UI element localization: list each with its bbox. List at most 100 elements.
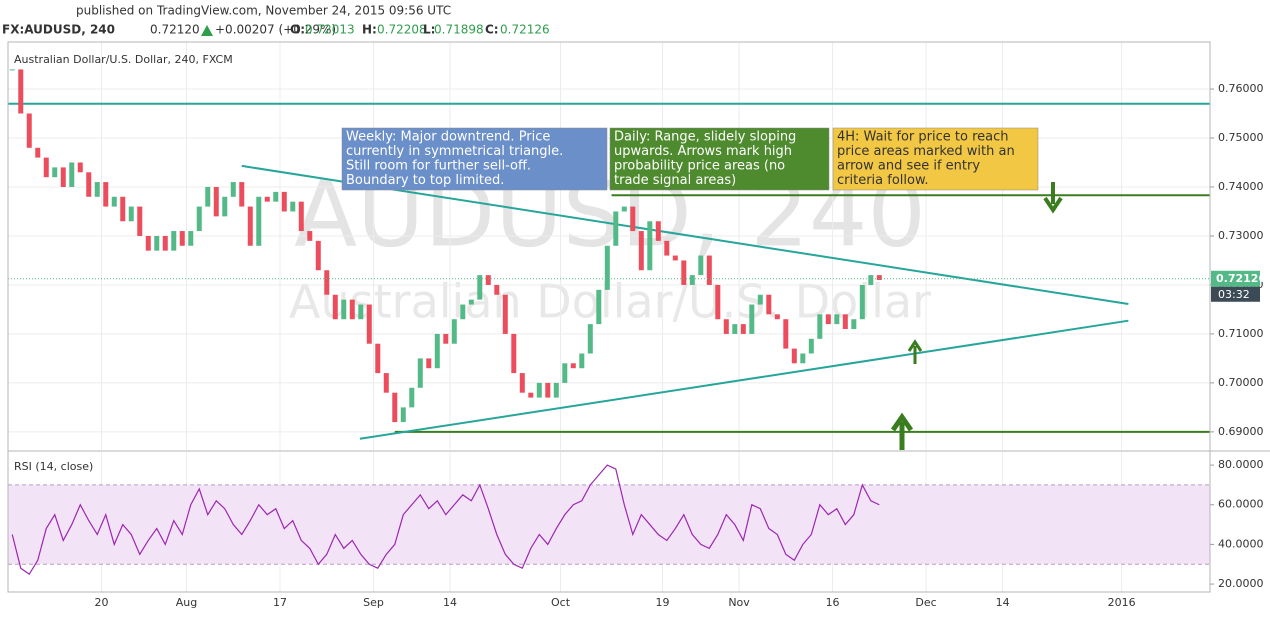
- candle: [783, 319, 789, 349]
- candle: [18, 69, 24, 114]
- open: 0.72013: [305, 23, 355, 37]
- candle: [817, 314, 823, 339]
- arrow-up: [890, 412, 914, 450]
- candle: [77, 162, 83, 173]
- candle: [409, 387, 415, 408]
- candle: [52, 167, 58, 178]
- candle: [188, 231, 194, 246]
- annotation-text: arrow and see if entry: [837, 159, 980, 174]
- candle: [375, 343, 381, 374]
- candle: [324, 270, 330, 295]
- candle: [222, 196, 228, 217]
- high: 0.72208: [377, 23, 427, 37]
- candle: [315, 240, 321, 271]
- candle: [749, 304, 755, 334]
- candle: [366, 304, 372, 344]
- y-tick-label: 40.0000: [1218, 537, 1264, 550]
- candle: [740, 324, 746, 334]
- candle: [672, 255, 678, 261]
- candle: [706, 255, 712, 285]
- last-price-box: [1211, 270, 1260, 287]
- candle: [638, 231, 644, 271]
- candle: [851, 319, 857, 330]
- candle: [281, 191, 287, 212]
- candle: [791, 348, 797, 364]
- candle: [451, 319, 457, 344]
- candle: [485, 275, 491, 285]
- candle: [876, 275, 882, 281]
- candle: [655, 221, 661, 241]
- countdown: 03:32: [1218, 288, 1250, 301]
- candle: [579, 353, 585, 369]
- candle: [460, 304, 466, 320]
- countdown-box: [1211, 286, 1260, 302]
- candle: [358, 304, 364, 320]
- candle: [443, 333, 449, 344]
- candle: [145, 235, 151, 251]
- x-tick-label: Sep: [363, 596, 384, 609]
- low-label: L:: [423, 23, 435, 37]
- candle: [834, 314, 840, 325]
- candle: [757, 294, 763, 305]
- x-tick-label: Oct: [551, 596, 571, 609]
- candle: [26, 113, 32, 148]
- candle: [154, 235, 160, 251]
- annotation-box: [832, 127, 1039, 191]
- candle: [120, 196, 126, 222]
- frame: [7, 41, 1211, 593]
- candle: [859, 284, 865, 320]
- annotation-text: Weekly: Major downtrend. Price: [346, 130, 550, 145]
- y-tick-label: 20.0000: [1218, 577, 1264, 590]
- annotation-text: probability price areas (no: [614, 159, 785, 174]
- candle: [179, 231, 185, 246]
- annotation-text: 4H: Wait for price to reach: [837, 130, 1008, 145]
- candle: [349, 299, 355, 320]
- candle: [494, 284, 500, 295]
- candle: [519, 373, 525, 393]
- candle: [536, 382, 542, 398]
- candle: [477, 275, 483, 300]
- annotation-text: currently in symmetrical triangle.: [346, 144, 563, 159]
- annotation-box: [341, 127, 608, 191]
- annotation-text: Still room for further sell-off.: [346, 159, 531, 174]
- close: 0.72126: [500, 23, 550, 37]
- annotation-text: Daily: Range, slidely sloping: [614, 130, 796, 145]
- candle: [35, 147, 41, 158]
- annotation-text: price areas marked with an: [837, 144, 1015, 159]
- close-label: C:: [485, 23, 499, 37]
- y-tick-label: 0.69000: [1218, 425, 1264, 438]
- candle: [383, 373, 389, 393]
- symbol: FX:AUDUSD, 240: [2, 23, 115, 37]
- candle: [774, 314, 780, 320]
- y-tick-label: 0.74000: [1218, 180, 1264, 193]
- pane-title: RSI (14, close): [14, 460, 93, 473]
- y-tick-label: 80.0000: [1218, 458, 1264, 471]
- x-tick-label: Nov: [728, 596, 750, 609]
- y-tick-label: 0.73000: [1218, 229, 1264, 242]
- candle: [800, 353, 806, 364]
- x-tick-label: 14: [996, 596, 1010, 609]
- candle: [290, 201, 296, 212]
- candle: [392, 392, 398, 423]
- trend-line: [359, 319, 1129, 440]
- candle: [553, 382, 559, 398]
- rsi-band: [8, 484, 1210, 565]
- candle: [247, 206, 253, 246]
- candle: [341, 299, 347, 320]
- candle: [647, 221, 653, 271]
- candle: [766, 294, 772, 315]
- x-tick-label: Dec: [915, 596, 936, 609]
- published: published on TradingView.com, November 2…: [76, 4, 451, 18]
- candle: [60, 167, 66, 187]
- x-tick-label: 16: [826, 596, 840, 609]
- candle: [562, 363, 568, 383]
- candle: [264, 196, 270, 202]
- pane-title: Australian Dollar/U.S. Dollar, 240, FXCM: [14, 53, 233, 66]
- candle: [434, 333, 440, 369]
- candle: [689, 275, 695, 285]
- candle: [545, 382, 551, 398]
- candle: [808, 338, 814, 354]
- arrow-down: [1043, 182, 1063, 214]
- change: +0.00207 (+0.29%): [215, 23, 336, 37]
